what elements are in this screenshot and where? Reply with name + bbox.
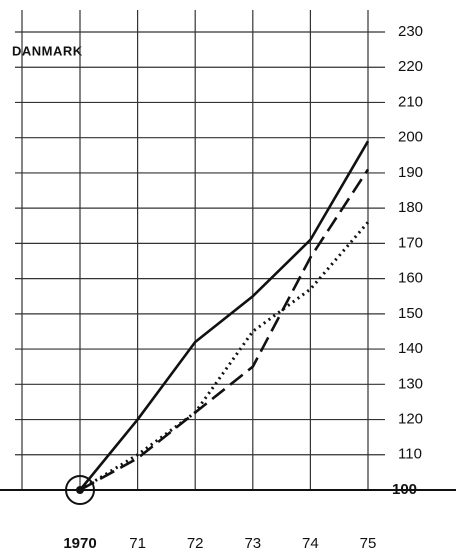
y-tick-label: 210 bbox=[398, 93, 423, 110]
y-tick-label: 130 bbox=[398, 375, 423, 392]
x-tick-label: 74 bbox=[302, 535, 319, 552]
y-tick-label: 190 bbox=[398, 164, 423, 181]
y-tick-label: 100 bbox=[392, 481, 417, 498]
y-tick-label: 120 bbox=[398, 411, 423, 428]
data-line bbox=[78, 140, 370, 491]
x-tick-label: 71 bbox=[129, 535, 146, 552]
chart-title: DANMARK bbox=[12, 43, 83, 58]
origin-dot bbox=[76, 486, 84, 494]
x-tick-label: 75 bbox=[360, 535, 377, 552]
y-tick-label: 140 bbox=[398, 340, 423, 357]
data-line bbox=[79, 221, 370, 492]
y-tick-label: 220 bbox=[398, 58, 423, 75]
y-tick-label: 200 bbox=[398, 129, 423, 146]
x-tick-label: 72 bbox=[187, 535, 204, 552]
origin-ring bbox=[65, 475, 95, 505]
y-tick-label: 180 bbox=[398, 199, 423, 216]
data-line bbox=[79, 168, 370, 492]
y-tick-label: 110 bbox=[398, 446, 422, 463]
x-tick-label: 1970 bbox=[63, 535, 96, 552]
x-tick-label: 73 bbox=[244, 535, 261, 552]
y-tick-label: 170 bbox=[398, 234, 423, 251]
y-tick-label: 160 bbox=[398, 270, 423, 287]
y-tick-label: 150 bbox=[398, 305, 423, 322]
y-tick-label: 230 bbox=[398, 23, 423, 40]
